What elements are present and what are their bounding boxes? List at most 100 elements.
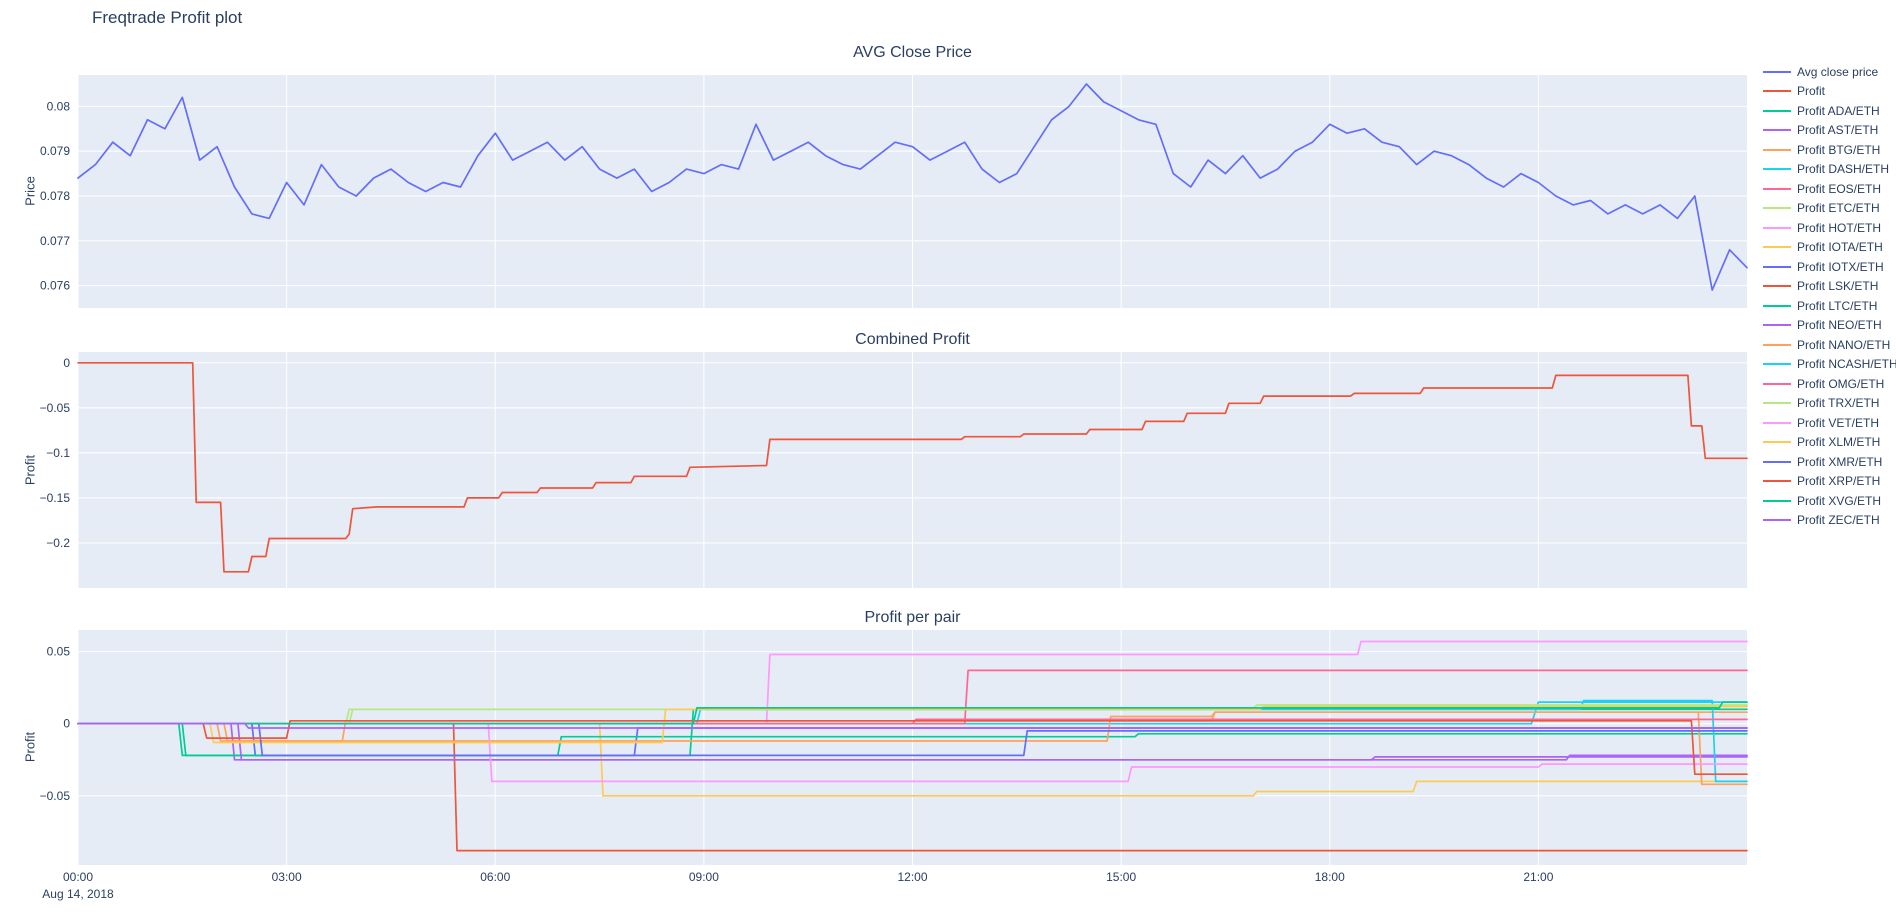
legend-label: Profit LTC/ETH xyxy=(1797,298,1878,313)
legend-line-swatch xyxy=(1763,246,1791,249)
legend-line-swatch xyxy=(1763,343,1791,346)
legend-label: Profit IOTA/ETH xyxy=(1797,240,1883,255)
x-tick-label: 00:00 xyxy=(62,870,94,884)
legend-line-swatch xyxy=(1763,519,1791,522)
y-tick-label: 0.079 xyxy=(40,144,70,158)
legend-item-profit-trx-eth[interactable]: Profit TRX/ETH xyxy=(1763,394,1896,414)
legend-line-swatch xyxy=(1763,109,1791,112)
legend-item-profit-xrp-eth[interactable]: Profit XRP/ETH xyxy=(1763,472,1896,492)
legend-item-profit[interactable]: Profit xyxy=(1763,82,1896,102)
x-axis-date-label: Aug 14, 2018 xyxy=(42,887,114,901)
legend-item-profit-lsk-eth[interactable]: Profit LSK/ETH xyxy=(1763,277,1896,297)
legend-item-profit-zec-eth[interactable]: Profit ZEC/ETH xyxy=(1763,511,1896,531)
y-tick-label: 0 xyxy=(63,356,70,370)
y-tick-label: −0.05 xyxy=(40,401,71,415)
subplot-title-profit-per-pair: Profit per pair xyxy=(864,609,961,626)
legend-line-swatch xyxy=(1763,148,1791,151)
profit-per-pair-chart[interactable]: 0.05 0 −0.05 xyxy=(0,630,1760,865)
legend-line-swatch xyxy=(1763,90,1791,93)
legend-line-swatch xyxy=(1763,207,1791,210)
legend-label: Profit TRX/ETH xyxy=(1797,396,1880,411)
legend-label: Profit XRP/ETH xyxy=(1797,474,1881,489)
series-line-profit[interactable] xyxy=(77,361,1748,573)
x-tick-label: 12:00 xyxy=(897,870,928,884)
legend-item-profit-nano-eth[interactable]: Profit NANO/ETH xyxy=(1763,335,1896,355)
avg-close-price-chart[interactable]: 0.08 0.079 0.078 0.077 0.076 xyxy=(0,75,1760,308)
legend-item-avg-close-price[interactable]: Avg close price xyxy=(1763,62,1896,82)
legend-item-profit-ada-eth[interactable]: Profit ADA/ETH xyxy=(1763,101,1896,121)
legend-item-profit-ltc-eth[interactable]: Profit LTC/ETH xyxy=(1763,296,1896,316)
y-tick-label: −0.05 xyxy=(40,789,71,803)
legend-item-profit-ast-eth[interactable]: Profit AST/ETH xyxy=(1763,121,1896,141)
legend-label: Profit NCASH/ETH xyxy=(1797,357,1896,372)
legend-label: Profit DASH/ETH xyxy=(1797,162,1890,177)
legend-label: Profit VET/ETH xyxy=(1797,415,1880,430)
legend-item-profit-etc-eth[interactable]: Profit ETC/ETH xyxy=(1763,199,1896,219)
y-tick-label: 0.05 xyxy=(47,645,71,659)
y-tick-label: 0.078 xyxy=(40,189,70,203)
x-tick-label: 06:00 xyxy=(480,870,511,884)
legend-line-swatch xyxy=(1763,402,1791,405)
legend-line-swatch xyxy=(1763,441,1791,444)
legend-line-swatch xyxy=(1763,187,1791,190)
legend-label: Profit LSK/ETH xyxy=(1797,279,1879,294)
x-tick-label: 21:00 xyxy=(1523,870,1554,884)
series-line-profit-iota-eth[interactable] xyxy=(77,722,1748,797)
legend-item-profit-eos-eth[interactable]: Profit EOS/ETH xyxy=(1763,179,1896,199)
series-line-avg-close-price[interactable] xyxy=(77,83,1748,291)
series-line-profit-xrp-eth[interactable] xyxy=(77,719,1748,776)
x-tick-label: 03:00 xyxy=(271,870,302,884)
legend-item-profit-dash-eth[interactable]: Profit DASH/ETH xyxy=(1763,160,1896,180)
series-line-profit-xvg-eth[interactable] xyxy=(77,701,1748,725)
subplot-title-avg-close-price: AVG Close Price xyxy=(853,44,972,61)
legend-item-profit-iota-eth[interactable]: Profit IOTA/ETH xyxy=(1763,238,1896,258)
legend-label: Profit xyxy=(1797,84,1826,99)
legend-label: Profit NANO/ETH xyxy=(1797,337,1891,352)
legend-line-swatch xyxy=(1763,70,1791,73)
legend-label: Avg close price xyxy=(1797,64,1879,79)
legend-item-profit-ncash-eth[interactable]: Profit NCASH/ETH xyxy=(1763,355,1896,375)
legend-item-profit-vet-eth[interactable]: Profit VET/ETH xyxy=(1763,413,1896,433)
legend-item-profit-btg-eth[interactable]: Profit BTG/ETH xyxy=(1763,140,1896,160)
y-tick-label: −0.1 xyxy=(46,446,70,460)
series-line-profit-zec-eth[interactable] xyxy=(77,722,1748,729)
legend-line-swatch xyxy=(1763,324,1791,327)
x-tick-label: 18:00 xyxy=(1314,870,1345,884)
legend-item-profit-iotx-eth[interactable]: Profit IOTX/ETH xyxy=(1763,257,1896,277)
legend-label: Profit IOTX/ETH xyxy=(1797,259,1884,274)
x-tick-label: 09:00 xyxy=(688,870,719,884)
series-line-profit-nano-eth[interactable] xyxy=(77,711,1748,786)
legend-item-profit-hot-eth[interactable]: Profit HOT/ETH xyxy=(1763,218,1896,238)
legend-label: Profit NEO/ETH xyxy=(1797,318,1882,333)
legend-item-profit-neo-eth[interactable]: Profit NEO/ETH xyxy=(1763,316,1896,336)
subplot-title-combined-profit: Combined Profit xyxy=(855,331,970,348)
legend-label: Profit OMG/ETH xyxy=(1797,376,1885,391)
legend-label: Profit BTG/ETH xyxy=(1797,142,1881,157)
legend-label: Profit XVG/ETH xyxy=(1797,493,1882,508)
legend-line-swatch xyxy=(1763,480,1791,483)
combined-profit-chart[interactable]: 0 −0.05 −0.1 −0.15 −0.2 xyxy=(0,352,1760,588)
legend-line-swatch xyxy=(1763,226,1791,229)
series-line-profit-xlm-eth[interactable] xyxy=(77,705,1748,744)
series-line-profit-ltc-eth[interactable] xyxy=(77,722,1748,757)
legend-line-swatch xyxy=(1763,499,1791,502)
legend-label: Profit ETC/ETH xyxy=(1797,201,1880,216)
legend-item-profit-xlm-eth[interactable]: Profit XLM/ETH xyxy=(1763,433,1896,453)
legend-label: Profit XMR/ETH xyxy=(1797,454,1883,469)
legend-label: Profit ZEC/ETH xyxy=(1797,513,1880,528)
legend-item-profit-omg-eth[interactable]: Profit OMG/ETH xyxy=(1763,374,1896,394)
legend-line-swatch xyxy=(1763,304,1791,307)
y-tick-label: 0.077 xyxy=(40,234,70,248)
legend-item-profit-xmr-eth[interactable]: Profit XMR/ETH xyxy=(1763,452,1896,472)
series-line-profit-vet-eth[interactable] xyxy=(77,722,1748,783)
legend-line-swatch xyxy=(1763,265,1791,268)
legend-line-swatch xyxy=(1763,285,1791,288)
figure-title: Freqtrade Profit plot xyxy=(92,8,243,27)
legend-item-profit-xvg-eth[interactable]: Profit XVG/ETH xyxy=(1763,491,1896,511)
legend-line-swatch xyxy=(1763,168,1791,171)
legend-line-swatch xyxy=(1763,129,1791,132)
y-tick-label: −0.2 xyxy=(46,536,70,550)
y-tick-label: 0 xyxy=(63,717,70,731)
legend-line-swatch xyxy=(1763,460,1791,463)
